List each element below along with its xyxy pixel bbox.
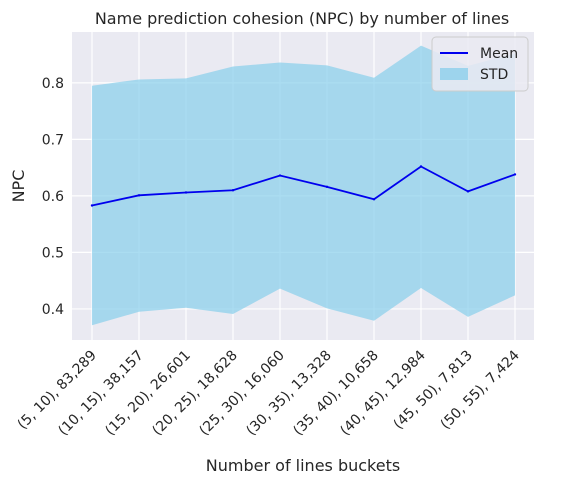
mean-point [513,173,517,176]
legend-std-label: STD [480,67,508,83]
x-tick-label: (15, 20), 26,601 [102,348,193,439]
mean-point [466,190,470,193]
y-axis-ticks: 0.4 0.5 0.6 0.7 0.8 [42,76,64,318]
y-axis-label: NPC [9,170,28,203]
x-axis-ticks: (5, 10), 83,289(10, 15), 38,157(15, 20),… [15,347,523,439]
legend: Mean STD [431,36,529,92]
chart-title: Name prediction cohesion (NPC) by number… [95,9,509,28]
mean-series [90,165,517,207]
x-tick-label: (5, 10), 83,289 [15,348,100,433]
mean-point [231,189,235,192]
y-tick-label: 0.7 [42,132,64,148]
mean-point [137,194,141,197]
std-band [92,45,515,326]
x-axis-label: Number of lines buckets [206,456,400,475]
mean-line [91,165,516,207]
x-tick-label: (10, 15), 38,157 [55,348,146,439]
x-tick-label: (25, 30), 16,060 [196,348,287,439]
x-tick-label: (30, 35), 13,328 [243,348,334,439]
x-tick-label: (20, 25), 18,628 [149,348,240,439]
mean-point [90,204,94,207]
y-tick-label: 0.5 [42,245,64,261]
std-band-area [92,45,515,326]
y-tick-label: 0.8 [42,76,64,92]
mean-point [325,185,329,189]
x-tick-label: (40, 45), 12,984 [337,347,429,439]
mean-point [419,165,423,168]
y-tick-label: 0.4 [42,302,64,318]
legend-std-swatch [440,68,468,80]
x-tick-label: (35, 40), 10,658 [290,348,381,439]
legend-mean-label: Mean [480,46,518,62]
mean-point [372,198,376,201]
mean-point [278,174,282,177]
mean-point [184,191,188,194]
y-tick-label: 0.6 [42,189,64,205]
